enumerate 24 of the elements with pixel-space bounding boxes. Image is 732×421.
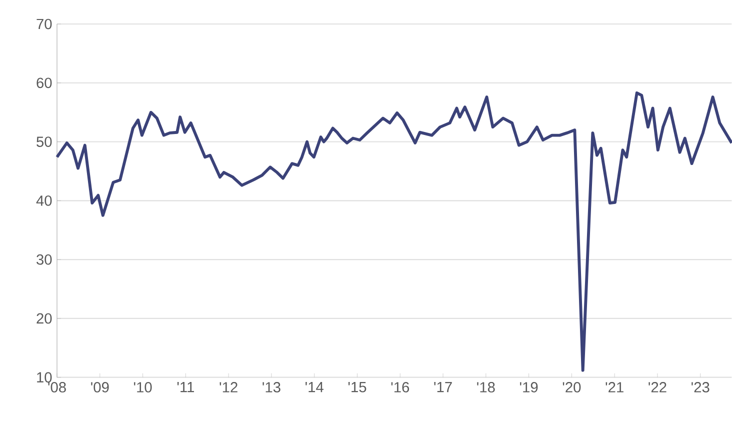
y-tick-label: 20 xyxy=(36,313,52,324)
x-tick-label: '18 xyxy=(477,382,495,392)
x-tick-label: '12 xyxy=(220,382,238,392)
y-tick-label: 40 xyxy=(36,195,52,206)
x-tick-label: '15 xyxy=(348,382,366,392)
x-tick-label: '14 xyxy=(306,382,324,392)
line-series xyxy=(56,91,732,372)
x-tick-label: '16 xyxy=(391,382,410,392)
y-tick-label: 70 xyxy=(36,18,52,30)
x-tick-label: '22 xyxy=(648,382,666,392)
x-tick-label: '13 xyxy=(262,382,280,392)
x-tick-label: '20 xyxy=(562,382,581,392)
x-tick-label: '09 xyxy=(91,382,109,392)
x-tick-label: '11 xyxy=(177,382,194,392)
x-tick-label: '23 xyxy=(692,382,710,392)
y-tick-label: 60 xyxy=(36,78,52,88)
y-tick-label: 10 xyxy=(37,372,52,382)
x-tick-label: '19 xyxy=(520,382,538,392)
y-tick-label: 30 xyxy=(36,254,52,265)
x-tick-label: '21 xyxy=(606,382,624,392)
x-tick-label: '17 xyxy=(434,382,452,392)
x-tick-label: '08 xyxy=(48,382,66,392)
y-tick-label: 50 xyxy=(36,136,52,147)
x-tick-label: '10 xyxy=(134,382,152,392)
